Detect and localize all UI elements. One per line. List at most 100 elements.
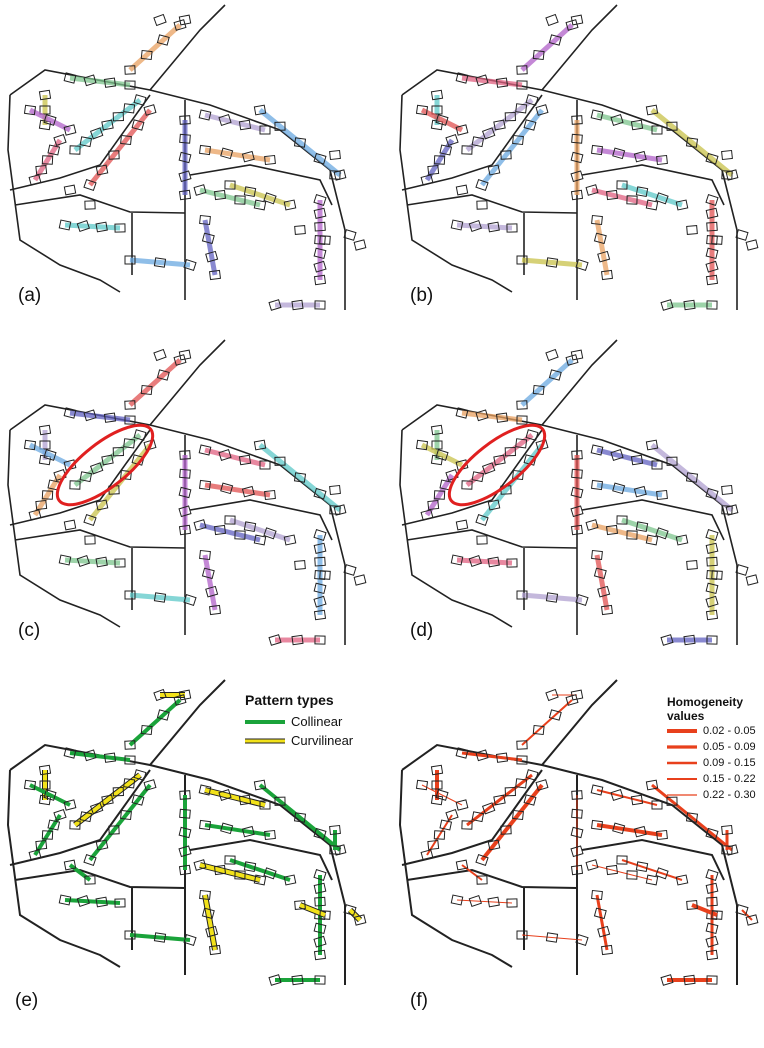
building [456, 185, 467, 195]
building [295, 561, 306, 570]
pattern-line [597, 150, 662, 160]
road [10, 405, 345, 645]
road [402, 70, 737, 310]
building [456, 520, 467, 530]
road [402, 405, 737, 645]
road [582, 165, 724, 205]
pattern-line [205, 555, 215, 610]
swatch [667, 775, 697, 783]
swatch [667, 743, 697, 751]
road [150, 340, 225, 425]
building [354, 575, 366, 585]
pattern-line [70, 78, 130, 85]
legend-text: 0.15 - 0.22 [703, 773, 756, 785]
building [546, 350, 558, 361]
building [722, 150, 733, 159]
pattern-line [597, 450, 657, 465]
pattern-line [75, 435, 140, 485]
legend-text: 0.05 - 0.09 [703, 741, 756, 753]
swatch [667, 727, 697, 735]
building [344, 565, 356, 576]
pattern-line [457, 900, 512, 903]
pattern-line [622, 860, 682, 880]
road [407, 530, 577, 548]
swatch [245, 718, 285, 726]
pattern-line [70, 413, 130, 420]
building [477, 536, 487, 544]
pattern-line [65, 900, 120, 903]
swatch [667, 791, 697, 799]
building [687, 561, 698, 570]
panel-label: (d) [410, 620, 433, 642]
pattern-line [467, 435, 532, 485]
pattern-line [205, 115, 265, 130]
building [85, 536, 95, 544]
building [746, 575, 758, 585]
building [64, 520, 75, 530]
road [542, 680, 617, 765]
pattern-line [65, 560, 120, 563]
legend: Homogeneity values 0.02 - 0.05 0.05 - 0.0… [667, 695, 756, 803]
pattern-line [462, 413, 522, 420]
legend-text: Collinear [291, 714, 342, 729]
building [295, 226, 306, 235]
pattern-line [205, 895, 215, 950]
legend-item: 0.15 - 0.22 [667, 771, 756, 787]
building [330, 150, 341, 159]
road [190, 500, 332, 540]
pattern-line [205, 790, 265, 805]
pattern-line [457, 225, 512, 228]
building [354, 240, 366, 250]
pattern-line [75, 775, 140, 825]
building [736, 565, 748, 576]
panel-label: (c) [18, 620, 40, 642]
building [546, 15, 558, 26]
map [400, 340, 758, 645]
building [746, 240, 758, 250]
legend-text: 0.02 - 0.05 [703, 725, 756, 737]
pattern-line [205, 485, 270, 495]
legend-item: Collinear [245, 714, 353, 729]
building [330, 485, 341, 494]
pattern-line [652, 445, 732, 510]
building [85, 201, 95, 209]
pattern-line [522, 260, 582, 265]
road [190, 840, 332, 880]
panel-label: (f) [410, 990, 428, 1012]
pattern-line [462, 753, 522, 760]
legend-title: Pattern types [245, 692, 353, 708]
road [542, 340, 617, 425]
road [10, 70, 345, 310]
pattern-line [597, 895, 607, 950]
pattern-line [130, 595, 190, 600]
swatch [667, 759, 697, 767]
road [10, 745, 345, 985]
road [542, 5, 617, 90]
pattern-line [652, 110, 732, 175]
building [344, 230, 356, 241]
pattern-line [70, 753, 130, 760]
legend-item: 0.22 - 0.30 [667, 787, 756, 803]
pattern-line [260, 110, 340, 175]
pattern-line [205, 150, 270, 160]
pattern-line [260, 785, 340, 850]
pattern-line [205, 220, 215, 275]
pattern-line [457, 560, 512, 563]
map [8, 340, 366, 645]
map [400, 5, 758, 310]
panel-label: (b) [410, 285, 433, 307]
road [407, 870, 577, 888]
legend-item: Curvilinear [245, 733, 353, 748]
road [400, 770, 512, 967]
pattern-line [597, 220, 607, 275]
pattern-line [467, 775, 532, 825]
panel-label: (e) [15, 990, 38, 1012]
building [687, 226, 698, 235]
legend-title: Homogeneity values [667, 695, 747, 723]
pattern-line [597, 555, 607, 610]
building [154, 15, 166, 26]
pattern-line [205, 450, 265, 465]
figure [0, 0, 764, 1048]
road [15, 870, 185, 888]
road [15, 195, 185, 213]
